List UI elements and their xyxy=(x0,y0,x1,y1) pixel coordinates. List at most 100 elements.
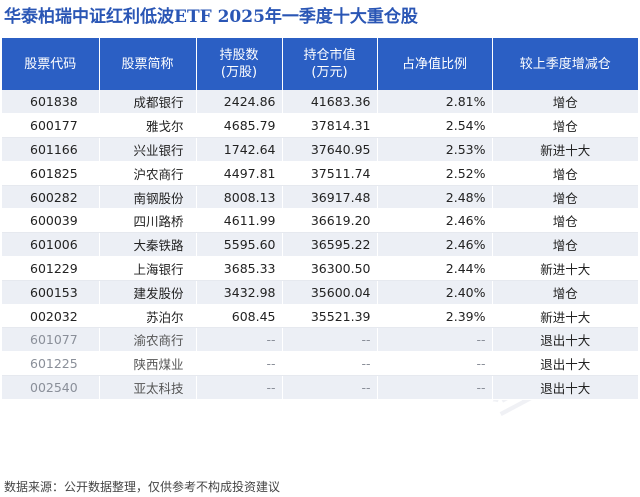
cell-shares: 3432.98 xyxy=(196,280,283,305)
table-row: 601225 陕西煤业 -- -- -- 退出十大 xyxy=(2,351,638,377)
cell-ratio: 2.53% xyxy=(377,137,493,162)
table-row: 002032 苏泊尔 608.45 35521.39 2.39% 新进十大 xyxy=(2,304,638,329)
cell-change: 退出十大 xyxy=(492,375,638,400)
holdings-table: 股票代码 股票简称 持股数 (万股) 持仓市值 (万元) 占净值比例 较上季度增减仓… xyxy=(2,38,638,400)
cell-ratio: 2.52% xyxy=(377,161,493,186)
cell-change: 增仓 xyxy=(492,161,638,186)
cell-shares: 608.45 xyxy=(196,304,283,329)
cell-name: 大秦铁路 xyxy=(99,232,197,258)
table-row: 601166 兴业银行 1742.64 37640.95 2.53% 新进十大 xyxy=(2,137,638,162)
cell-ratio: -- xyxy=(377,351,493,377)
table-row: 600153 建发股份 3432.98 35600.04 2.40% 增仓 xyxy=(2,280,638,305)
cell-change: 增仓 xyxy=(492,232,638,258)
cell-code: 600177 xyxy=(2,113,100,139)
cell-change: 增仓 xyxy=(492,280,638,305)
cell-value: 35521.39 xyxy=(282,304,378,329)
cell-value: -- xyxy=(282,351,378,377)
cell-ratio: 2.81% xyxy=(377,90,493,115)
table-row: 601229 上海银行 3685.33 36300.50 2.44% 新进十大 xyxy=(2,256,638,281)
cell-ratio: 2.46% xyxy=(377,232,493,258)
cell-ratio: 2.54% xyxy=(377,113,493,139)
table-row: 601838 成都银行 2424.86 41683.36 2.81% 增仓 xyxy=(2,90,638,115)
cell-change: 增仓 xyxy=(492,113,638,139)
cell-name: 苏泊尔 xyxy=(99,304,197,329)
cell-ratio: 2.44% xyxy=(377,256,493,281)
cell-value: 37640.95 xyxy=(282,137,378,162)
cell-code: 601825 xyxy=(2,161,100,186)
cell-shares: 4685.79 xyxy=(196,113,283,139)
cell-shares: 3685.33 xyxy=(196,256,283,281)
cell-ratio: 2.39% xyxy=(377,304,493,329)
header-ratio: 占净值比例 xyxy=(377,38,493,90)
cell-code: 600153 xyxy=(2,280,100,305)
cell-shares: 4497.81 xyxy=(196,161,283,186)
cell-name: 兴业银行 xyxy=(99,137,197,162)
header-shares: 持股数 (万股) xyxy=(196,38,283,90)
cell-value: -- xyxy=(282,327,378,353)
cell-value: -- xyxy=(282,375,378,400)
cell-ratio: 2.46% xyxy=(377,208,493,234)
cell-shares: -- xyxy=(196,327,283,353)
page-title: 华泰柏瑞中证红利低波ETF 2025年一季度十大重仓股 xyxy=(4,7,418,27)
cell-value: 37814.31 xyxy=(282,113,378,139)
cell-name: 沪农商行 xyxy=(99,161,197,186)
cell-change: 增仓 xyxy=(492,185,638,210)
cell-change: 增仓 xyxy=(492,208,638,234)
cell-code: 002032 xyxy=(2,304,100,329)
cell-change: 新进十大 xyxy=(492,304,638,329)
table-row: 600282 南钢股份 8008.13 36917.48 2.48% 增仓 xyxy=(2,185,638,210)
cell-name: 陕西煤业 xyxy=(99,351,197,377)
cell-shares: -- xyxy=(196,375,283,400)
table-row: 600039 四川路桥 4611.99 36619.20 2.46% 增仓 xyxy=(2,208,638,234)
cell-code: 601006 xyxy=(2,232,100,258)
cell-ratio: -- xyxy=(377,327,493,353)
cell-name: 南钢股份 xyxy=(99,185,197,210)
cell-name: 建发股份 xyxy=(99,280,197,305)
cell-change: 新进十大 xyxy=(492,256,638,281)
cell-value: 41683.36 xyxy=(282,90,378,115)
cell-value: 36917.48 xyxy=(282,185,378,210)
cell-shares: 8008.13 xyxy=(196,185,283,210)
cell-shares: 5595.60 xyxy=(196,232,283,258)
cell-ratio: 2.40% xyxy=(377,280,493,305)
cell-shares: -- xyxy=(196,351,283,377)
cell-shares: 4611.99 xyxy=(196,208,283,234)
cell-code: 601077 xyxy=(2,327,100,353)
cell-name: 上海银行 xyxy=(99,256,197,281)
cell-value: 36300.50 xyxy=(282,256,378,281)
cell-ratio: -- xyxy=(377,375,493,400)
cell-value: 36595.22 xyxy=(282,232,378,258)
cell-shares: 2424.86 xyxy=(196,90,283,115)
cell-name: 雅戈尔 xyxy=(99,113,197,139)
cell-code: 601225 xyxy=(2,351,100,377)
cell-code: 600039 xyxy=(2,208,100,234)
cell-code: 601166 xyxy=(2,137,100,162)
table-row: 601077 渝农商行 -- -- -- 退出十大 xyxy=(2,327,638,353)
header-name: 股票简称 xyxy=(99,38,197,90)
cell-shares: 1742.64 xyxy=(196,137,283,162)
cell-change: 新进十大 xyxy=(492,137,638,162)
cell-name: 亚太科技 xyxy=(99,375,197,400)
footer-source: 数据来源：公开数据整理，仅供参考不构成投资建议 xyxy=(4,480,281,494)
cell-change: 退出十大 xyxy=(492,327,638,353)
cell-change: 退出十大 xyxy=(492,351,638,377)
table-header-row: 股票代码 股票简称 持股数 (万股) 持仓市值 (万元) 占净值比例 较上季度增减仓 xyxy=(2,38,638,90)
table-row: 601006 大秦铁路 5595.60 36595.22 2.46% 增仓 xyxy=(2,232,638,258)
table-row: 601825 沪农商行 4497.81 37511.74 2.52% 增仓 xyxy=(2,161,638,186)
cell-code: 601838 xyxy=(2,90,100,115)
table-row: 002540 亚太科技 -- -- -- 退出十大 xyxy=(2,375,638,400)
cell-value: 35600.04 xyxy=(282,280,378,305)
cell-change: 增仓 xyxy=(492,90,638,115)
table-row: 600177 雅戈尔 4685.79 37814.31 2.54% 增仓 xyxy=(2,113,638,139)
cell-code: 600282 xyxy=(2,185,100,210)
cell-name: 四川路桥 xyxy=(99,208,197,234)
cell-value: 37511.74 xyxy=(282,161,378,186)
cell-name: 渝农商行 xyxy=(99,327,197,353)
cell-name: 成都银行 xyxy=(99,90,197,115)
cell-value: 36619.20 xyxy=(282,208,378,234)
cell-code: 601229 xyxy=(2,256,100,281)
header-change: 较上季度增减仓 xyxy=(492,38,638,90)
header-code: 股票代码 xyxy=(2,38,100,90)
cell-code: 002540 xyxy=(2,375,100,400)
header-value: 持仓市值 (万元) xyxy=(282,38,378,90)
